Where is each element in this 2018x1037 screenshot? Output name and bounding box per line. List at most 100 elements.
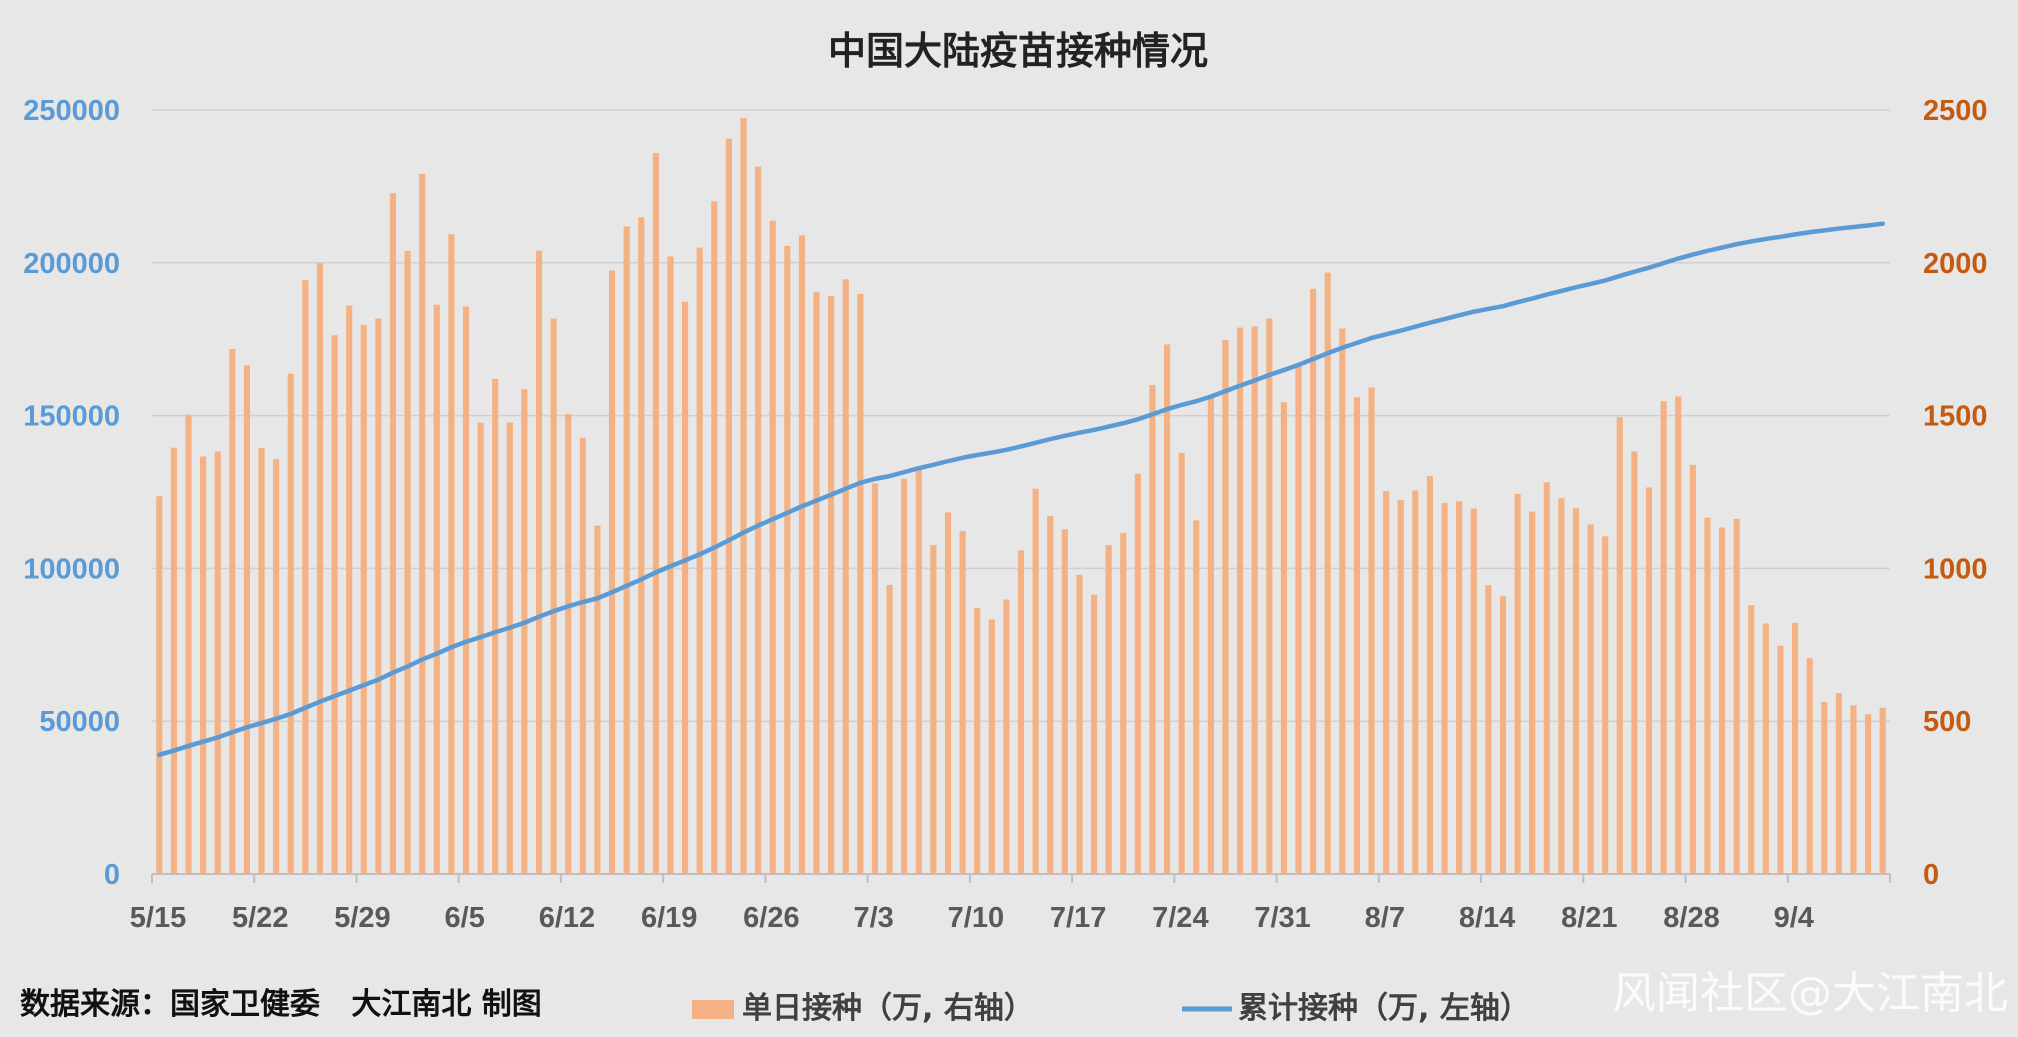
- bar: [1718, 527, 1726, 874]
- bar: [1572, 508, 1580, 874]
- bar: [842, 279, 849, 875]
- bar: [1733, 518, 1740, 874]
- left-axis-tick-label: 200000: [23, 248, 120, 280]
- bar: [565, 414, 572, 874]
- bar: [901, 478, 908, 874]
- bar: [1850, 705, 1857, 874]
- bar: [1017, 550, 1025, 874]
- x-axis-tick-label: 6/12: [539, 902, 595, 934]
- bar: [1134, 473, 1141, 874]
- left-axis-tick-label: 250000: [23, 95, 120, 127]
- bar: [959, 531, 966, 874]
- bar: [1310, 288, 1317, 874]
- bar: [1485, 585, 1492, 874]
- bar: [1120, 532, 1127, 874]
- bar: [1792, 622, 1799, 874]
- bar: [200, 456, 207, 874]
- bar: [1675, 396, 1682, 874]
- bar: [389, 193, 397, 875]
- bar: [638, 217, 645, 874]
- bar: [258, 447, 265, 874]
- bar: [1412, 490, 1419, 874]
- bar: [419, 173, 426, 874]
- bar: [1514, 493, 1521, 874]
- x-axis-tick-label: 8/14: [1459, 902, 1515, 934]
- legend-line-label: 累计接种（万, 左轴）: [1238, 991, 1530, 1026]
- right-axis-tick-label: 0: [1923, 859, 1939, 891]
- bar: [404, 250, 411, 875]
- bar: [1251, 326, 1258, 874]
- bar: [1689, 464, 1696, 874]
- x-axis-tick-label: 7/3: [853, 902, 893, 934]
- bar: [1441, 503, 1448, 874]
- bar: [1368, 387, 1375, 874]
- bar: [871, 483, 879, 874]
- bar: [316, 263, 324, 874]
- legend-bar-label: 单日接种（万, 右轴）: [742, 991, 1034, 1026]
- left-axis-tick-label: 50000: [39, 706, 120, 738]
- bar: [535, 250, 543, 875]
- bar: [1032, 488, 1039, 874]
- bar: [477, 422, 484, 874]
- x-axis-tick-label: 8/7: [1365, 902, 1405, 934]
- legend: 单日接种（万, 右轴） 累计接种（万, 左轴）: [692, 991, 1530, 1026]
- bar: [331, 335, 338, 875]
- bar: [623, 226, 630, 874]
- line-series: [157, 221, 1885, 758]
- right-axis-tick-label: 1500: [1923, 401, 1988, 433]
- bar: [1587, 524, 1594, 874]
- bar: [1266, 318, 1273, 874]
- bar: [944, 512, 952, 874]
- bar: [302, 280, 309, 874]
- bar: [1762, 623, 1769, 874]
- bar: [1149, 385, 1156, 874]
- bar: [229, 348, 236, 874]
- bar: [1835, 693, 1842, 874]
- bar: [185, 414, 192, 874]
- bar: [915, 469, 922, 874]
- bar: [857, 293, 864, 874]
- bar: [1865, 714, 1872, 874]
- x-axis-tick-label: 7/31: [1254, 902, 1310, 934]
- bar: [755, 166, 762, 874]
- bar: [1602, 536, 1609, 874]
- bar: [1529, 511, 1536, 874]
- bar: [1616, 417, 1623, 874]
- x-axis-tick-label: 6/26: [743, 902, 799, 934]
- bar: [1207, 395, 1214, 874]
- bar: [579, 437, 586, 874]
- bar: [1003, 599, 1010, 874]
- bar: [784, 245, 791, 874]
- x-axis-labels: 5/15 5/22 5/29 6/5 6/12 6/19 6/26 7/3 7/10 7/17 7/…: [130, 902, 1814, 934]
- bar: [1543, 482, 1550, 874]
- bar: [1777, 645, 1784, 874]
- bar: [346, 305, 353, 875]
- bar: [1426, 476, 1434, 874]
- legend-bar-swatch: [692, 1000, 734, 1019]
- bar-series: [156, 117, 1886, 875]
- x-axis-tick-label: 7/17: [1050, 902, 1106, 934]
- x-axis-tick-label: 8/21: [1561, 902, 1617, 934]
- bar: [1222, 339, 1229, 875]
- bar: [1456, 501, 1463, 874]
- bar: [1383, 491, 1390, 874]
- bar: [1660, 401, 1667, 874]
- bar: [492, 378, 499, 874]
- watermark: 风闻社区@大江南北: [1612, 968, 2008, 1019]
- bar: [1339, 328, 1346, 874]
- bar: [1499, 596, 1507, 874]
- bar: [506, 422, 513, 874]
- bar: [798, 235, 805, 874]
- bar: [521, 389, 528, 874]
- bar: [974, 607, 981, 874]
- bar: [725, 138, 732, 875]
- bar: [1645, 487, 1653, 874]
- bar: [1397, 499, 1404, 874]
- bar: [1748, 605, 1755, 874]
- right-axis-tick-label: 1000: [1923, 553, 1988, 585]
- bar: [1806, 658, 1813, 874]
- bar: [214, 451, 221, 874]
- bar: [682, 301, 689, 874]
- bar: [988, 619, 995, 874]
- source-note: 数据来源：国家卫健委 大江南北 制图: [20, 987, 542, 1022]
